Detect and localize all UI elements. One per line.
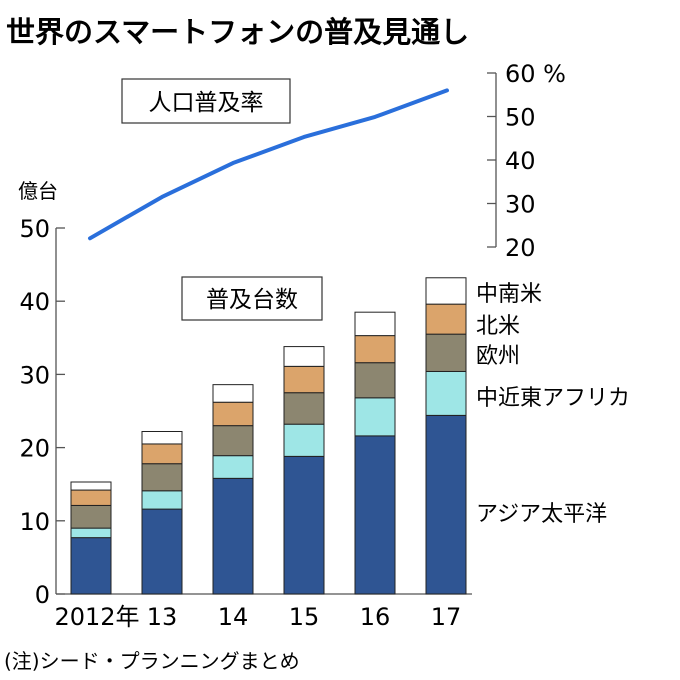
x-axis-labels: 2012年 13 14 15 16 17 [54, 603, 461, 631]
bar-segment [212, 477, 254, 595]
legend-label: 中近東アフリカ [476, 386, 630, 411]
x-axis-tick-label: 2012年 [54, 603, 139, 631]
x-axis-tick-label: 14 [218, 603, 249, 631]
bar-segment [425, 333, 467, 372]
right-axis-tick-label: 60 % [505, 60, 566, 88]
stacked-bars [70, 277, 467, 595]
x-axis-tick-label: 15 [289, 603, 320, 631]
penetration-line [88, 88, 449, 241]
bar-segment [212, 384, 254, 403]
bar-segment [70, 504, 112, 529]
left-axis-tick-label: 30 [19, 361, 50, 389]
bar-segment [283, 365, 325, 394]
right-axis: 20 30 40 50 60 % [487, 60, 566, 262]
left-axis-tick-label: 50 [19, 215, 50, 243]
bar-segment [354, 435, 396, 595]
bar-segment [141, 508, 183, 595]
x-axis-tick-label: 13 [147, 603, 178, 631]
bar-segment [354, 362, 396, 399]
legend-label: アジア太平洋 [476, 502, 607, 527]
bar-segment [141, 490, 183, 510]
bar-segment [212, 425, 254, 457]
bar-segment [354, 311, 396, 337]
chart-title: 世界のスマートフォンの普及見通し [6, 15, 469, 49]
legend-label: 中南米 [476, 282, 542, 307]
x-axis-tick-label: 17 [431, 603, 462, 631]
legend-label: 欧州 [476, 344, 520, 369]
bar-segment [425, 277, 467, 305]
left-axis: 0 10 20 30 40 50 [19, 215, 472, 609]
bar-segment [141, 463, 183, 492]
bar-segment [70, 489, 112, 506]
left-axis-tick-label: 0 [35, 581, 50, 609]
bar-segment [354, 335, 396, 364]
line-label-box [121, 78, 291, 124]
penetration-line-layer [88, 88, 449, 241]
right-axis-tick-label: 20 [505, 234, 536, 262]
line-label-text: 人口普及率 [149, 90, 264, 116]
right-axis-tick-label: 30 [505, 191, 536, 219]
x-axis-tick-label: 16 [360, 603, 391, 631]
bar-segment [425, 414, 467, 595]
left-axis-tick-label: 10 [19, 508, 50, 536]
bar-segment [141, 443, 183, 465]
right-axis-tick-label: 50 [505, 104, 536, 132]
bar-segment [425, 370, 467, 416]
bar-segment [283, 423, 325, 457]
bar-label-text: 普及台数 [206, 287, 298, 313]
bar-segment [70, 537, 112, 595]
left-axis-tick-label: 40 [19, 288, 50, 316]
bar-segment [212, 455, 254, 479]
bar-segment [283, 392, 325, 425]
bar-segment [70, 527, 112, 539]
source-note: (注)シード・プランニングまとめ [4, 649, 300, 673]
bar-label-box [181, 276, 323, 321]
left-axis-tick-label: 20 [19, 435, 50, 463]
bar-segment [425, 303, 467, 335]
bar-segment [141, 430, 183, 445]
bar-segment [283, 346, 325, 367]
left-axis-unit: 億台 [18, 179, 58, 203]
bar-segment [212, 401, 254, 427]
bar-segment [283, 455, 325, 595]
right-axis-tick-label: 40 [505, 147, 536, 175]
bar-segment [70, 481, 112, 491]
legend-label: 北米 [476, 314, 520, 339]
bar-segment [354, 397, 396, 437]
